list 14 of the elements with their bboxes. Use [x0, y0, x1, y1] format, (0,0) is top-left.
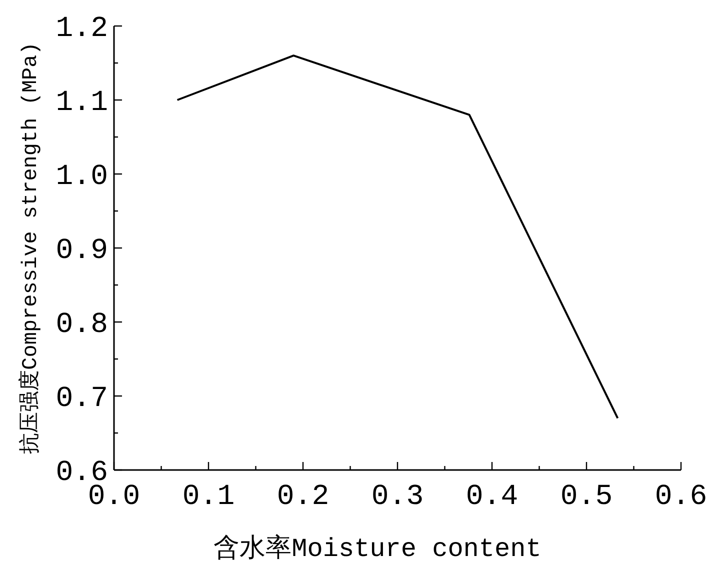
- y-tick-label: 0.9: [56, 234, 108, 267]
- y-axis-title: 抗压强度Compressive strength (MPa): [18, 42, 43, 454]
- y-tick-label: 1.2: [56, 12, 108, 45]
- x-tick-label: 0.3: [371, 480, 424, 513]
- y-tick-label: 0.7: [56, 382, 108, 415]
- x-tick-label: 0.2: [276, 480, 330, 513]
- x-tick-label: 0.4: [466, 480, 518, 513]
- y-tick-label: 0.8: [56, 308, 108, 341]
- x-tick-label: 0.6: [654, 480, 708, 513]
- x-axis-title: 含水率Moisture content: [214, 533, 542, 564]
- y-tick-label: 1.0: [56, 160, 108, 193]
- x-tick-label: 0.5: [560, 480, 613, 513]
- y-tick-label: 1.1: [56, 86, 108, 119]
- x-tick-label: 0.1: [182, 480, 235, 513]
